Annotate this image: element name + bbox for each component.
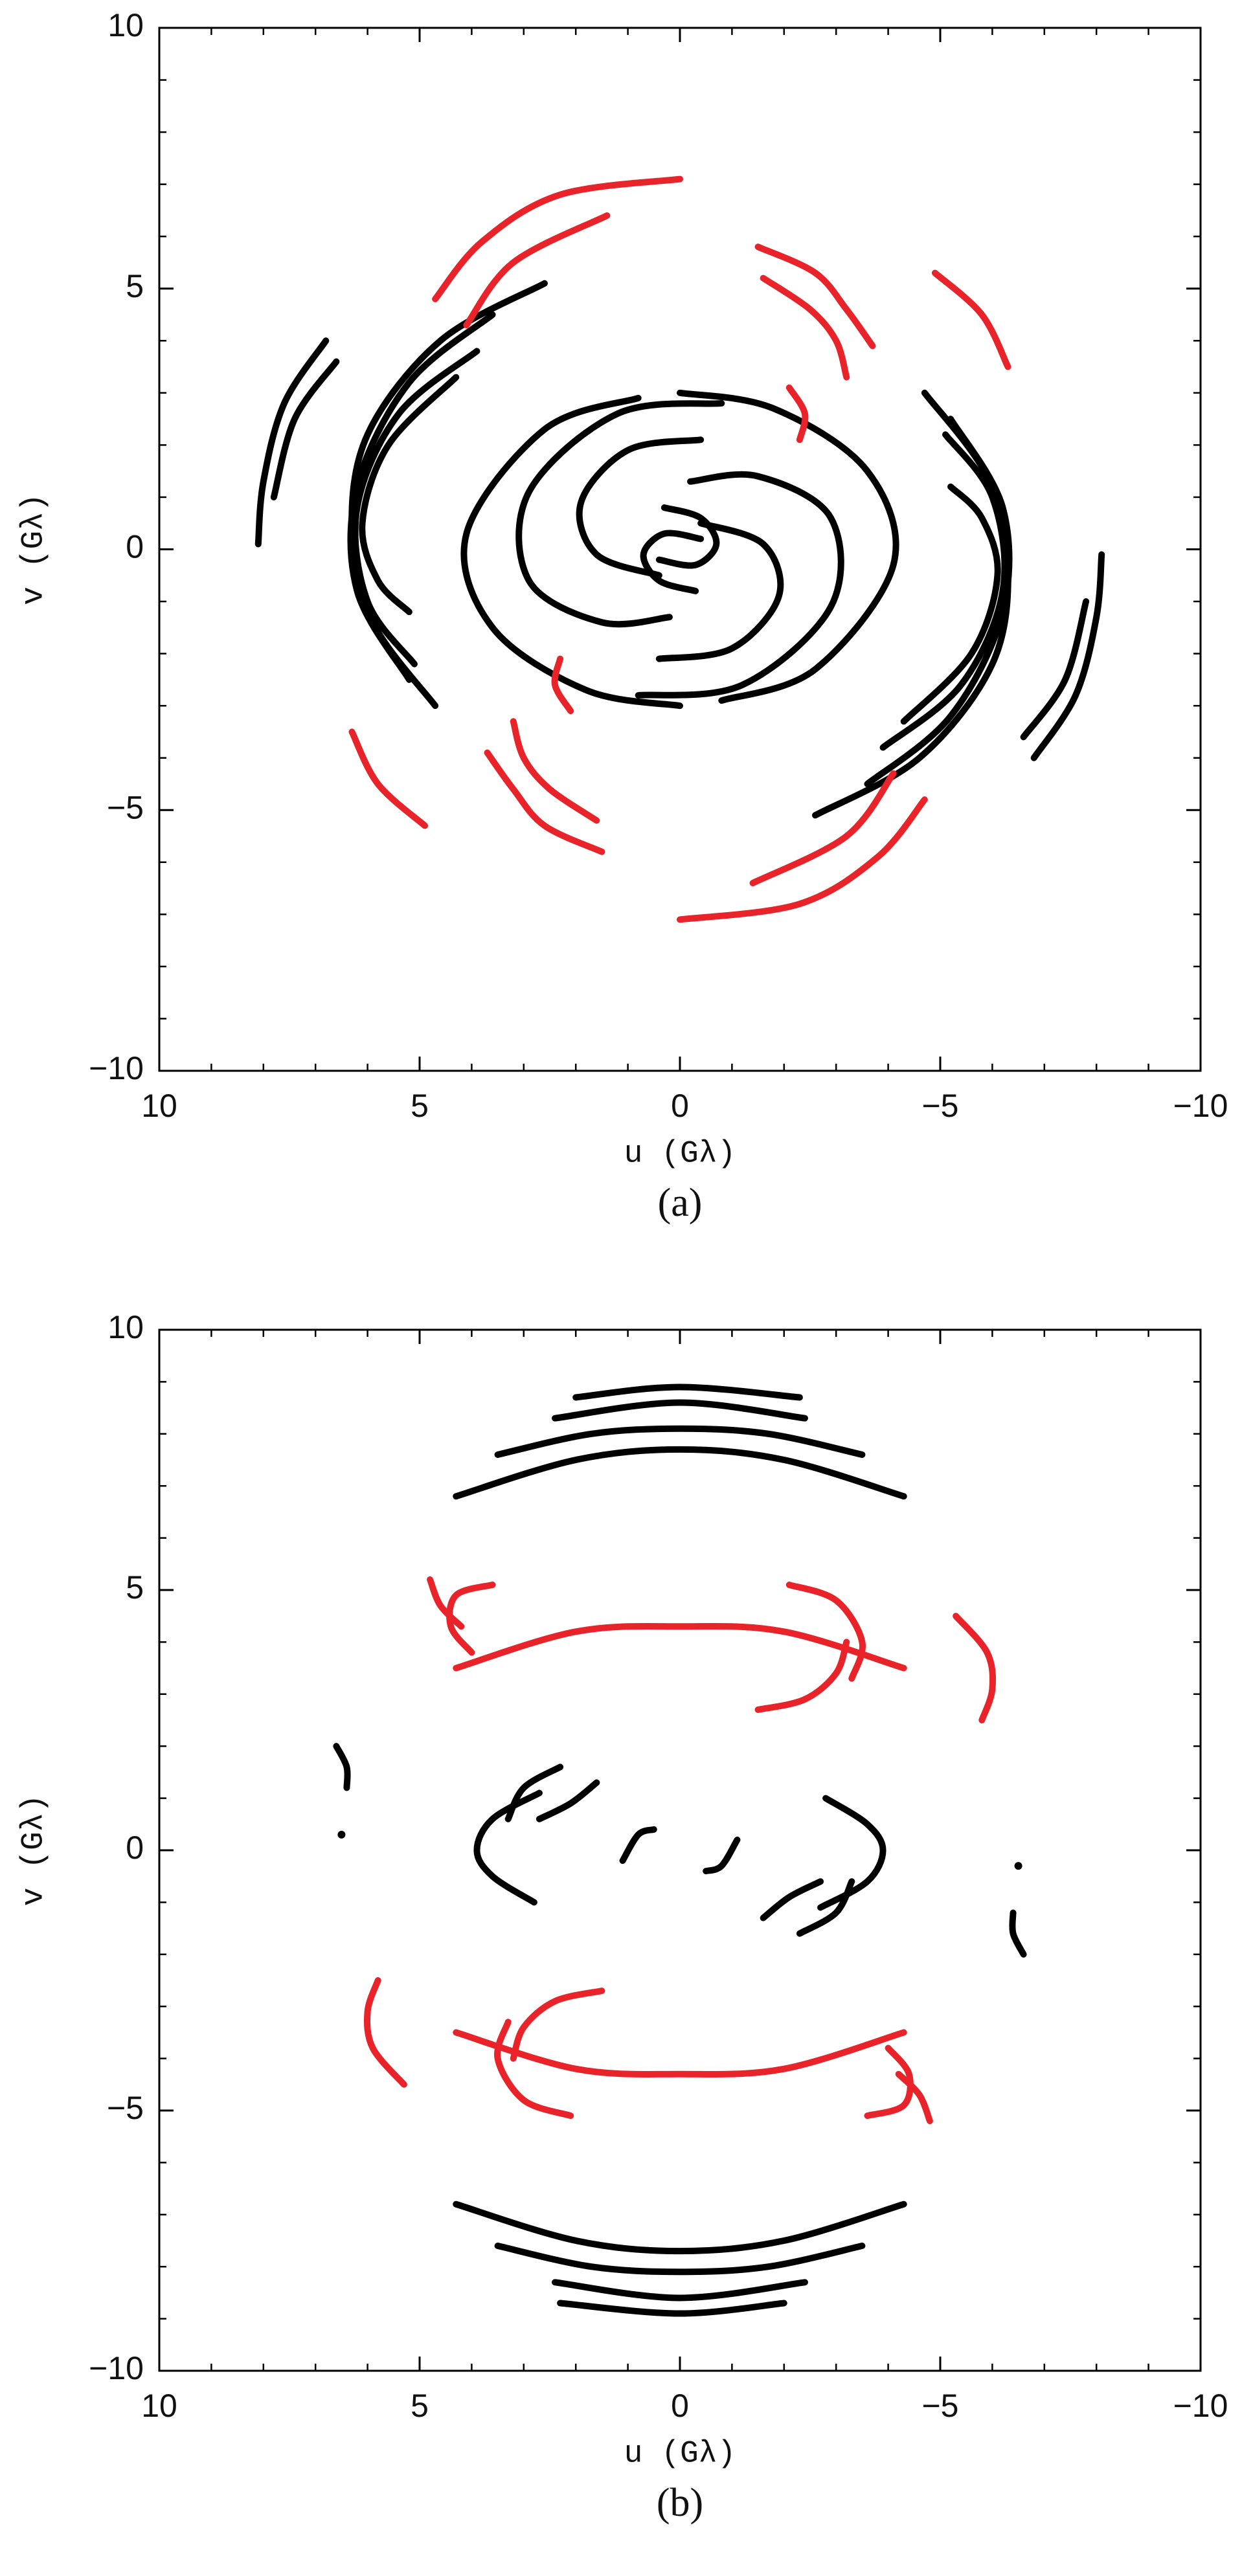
uv-track bbox=[352, 348, 480, 667]
uv-track bbox=[359, 374, 460, 616]
uv-track bbox=[640, 530, 705, 594]
y-tick-label: −5 bbox=[107, 2090, 144, 2126]
uv-track bbox=[749, 770, 897, 887]
uv-track bbox=[453, 2029, 907, 2078]
y-tick-label: −5 bbox=[107, 789, 144, 825]
uv-track bbox=[552, 2279, 808, 2302]
uv-track bbox=[785, 384, 809, 443]
uv-track bbox=[515, 399, 725, 628]
uv-track bbox=[347, 311, 496, 683]
uv-track bbox=[619, 1826, 657, 1865]
uv-track bbox=[494, 1425, 866, 1458]
uv-track bbox=[333, 1743, 351, 1791]
uv-track bbox=[446, 1581, 496, 1656]
uv-point bbox=[337, 1830, 346, 1839]
uv-track bbox=[931, 269, 1011, 370]
uv-track bbox=[1030, 551, 1105, 761]
uv-track bbox=[864, 416, 1013, 787]
uv-track bbox=[254, 337, 330, 548]
uv-track bbox=[817, 1795, 886, 1911]
x-tick-label: 10 bbox=[141, 1088, 177, 1124]
uv-track bbox=[879, 431, 1008, 751]
uv-track bbox=[557, 2300, 787, 2317]
uv-track bbox=[754, 243, 876, 350]
uv-track bbox=[484, 749, 605, 855]
uv-track bbox=[703, 1836, 741, 1875]
x-tick-label: 5 bbox=[411, 2388, 429, 2424]
uv-track bbox=[1020, 598, 1090, 741]
y-tick-label: −10 bbox=[89, 2350, 144, 2386]
uv-track bbox=[453, 1622, 907, 1672]
x-tick-label: −10 bbox=[1173, 1088, 1228, 1124]
uv-point bbox=[1014, 1862, 1022, 1870]
uv-track bbox=[432, 175, 683, 302]
x-tick-label: 5 bbox=[411, 1088, 429, 1124]
uv-track bbox=[463, 212, 611, 329]
uv-track bbox=[510, 1988, 605, 2062]
y-tick-label: 0 bbox=[126, 1830, 144, 1866]
uv-track bbox=[655, 504, 720, 569]
x-tick-label: −5 bbox=[921, 1088, 958, 1124]
uv-track bbox=[677, 389, 899, 704]
y-axis-label: v (Gλ) bbox=[17, 1795, 52, 1907]
x-axis-label: u (Gλ) bbox=[624, 1137, 736, 1172]
uv-track bbox=[494, 2243, 866, 2276]
uv-track bbox=[635, 471, 844, 699]
caption: (a) bbox=[658, 1181, 703, 1225]
uv-track bbox=[551, 655, 574, 715]
x-tick-label: 0 bbox=[671, 1088, 689, 1124]
uv-track bbox=[572, 1383, 803, 1401]
y-tick-label: 0 bbox=[126, 529, 144, 565]
uv-track bbox=[473, 1789, 543, 1906]
plot-frame bbox=[158, 1328, 1202, 2372]
x-axis-label: u (Gλ) bbox=[624, 2437, 736, 2472]
uv-track bbox=[504, 1764, 564, 1822]
uv-track bbox=[494, 2019, 574, 2120]
uv-track bbox=[785, 1581, 866, 1682]
uv-track bbox=[864, 2044, 914, 2120]
x-tick-label: 10 bbox=[141, 2388, 177, 2424]
uv-track bbox=[1009, 1909, 1027, 1958]
uv-track bbox=[460, 394, 683, 710]
uv-track bbox=[510, 718, 600, 824]
x-tick-label: −5 bbox=[921, 2388, 958, 2424]
uv-track bbox=[348, 728, 429, 829]
uv-track bbox=[363, 1977, 407, 2088]
plot-frame bbox=[158, 27, 1202, 1072]
uv-track bbox=[754, 1639, 850, 1713]
uv-track bbox=[536, 1779, 600, 1822]
uv-track bbox=[552, 1399, 808, 1422]
uv-track bbox=[760, 274, 850, 381]
uv-track bbox=[895, 2070, 933, 2125]
uv-track bbox=[453, 1446, 907, 1500]
y-tick-label: 5 bbox=[126, 268, 144, 304]
uv-track bbox=[655, 520, 784, 662]
x-tick-label: −10 bbox=[1173, 2388, 1228, 2424]
x-tick-label: 0 bbox=[671, 2388, 689, 2424]
y-tick-label: 10 bbox=[107, 7, 144, 43]
uv-track bbox=[270, 358, 340, 500]
uv-track bbox=[953, 1613, 997, 1723]
uv-track bbox=[760, 1878, 824, 1921]
caption: (b) bbox=[657, 2481, 703, 2525]
y-tick-label: 5 bbox=[126, 1569, 144, 1606]
uv-track bbox=[677, 796, 928, 923]
uv-track bbox=[900, 483, 1001, 725]
y-tick-label: −10 bbox=[89, 1050, 144, 1086]
uv-track bbox=[453, 2201, 907, 2255]
y-tick-label: 10 bbox=[107, 1309, 144, 1345]
uv-track bbox=[576, 436, 705, 579]
y-axis-label: v (Gλ) bbox=[17, 493, 52, 605]
uv-track bbox=[427, 1576, 465, 1630]
uv-track bbox=[796, 1878, 855, 1937]
